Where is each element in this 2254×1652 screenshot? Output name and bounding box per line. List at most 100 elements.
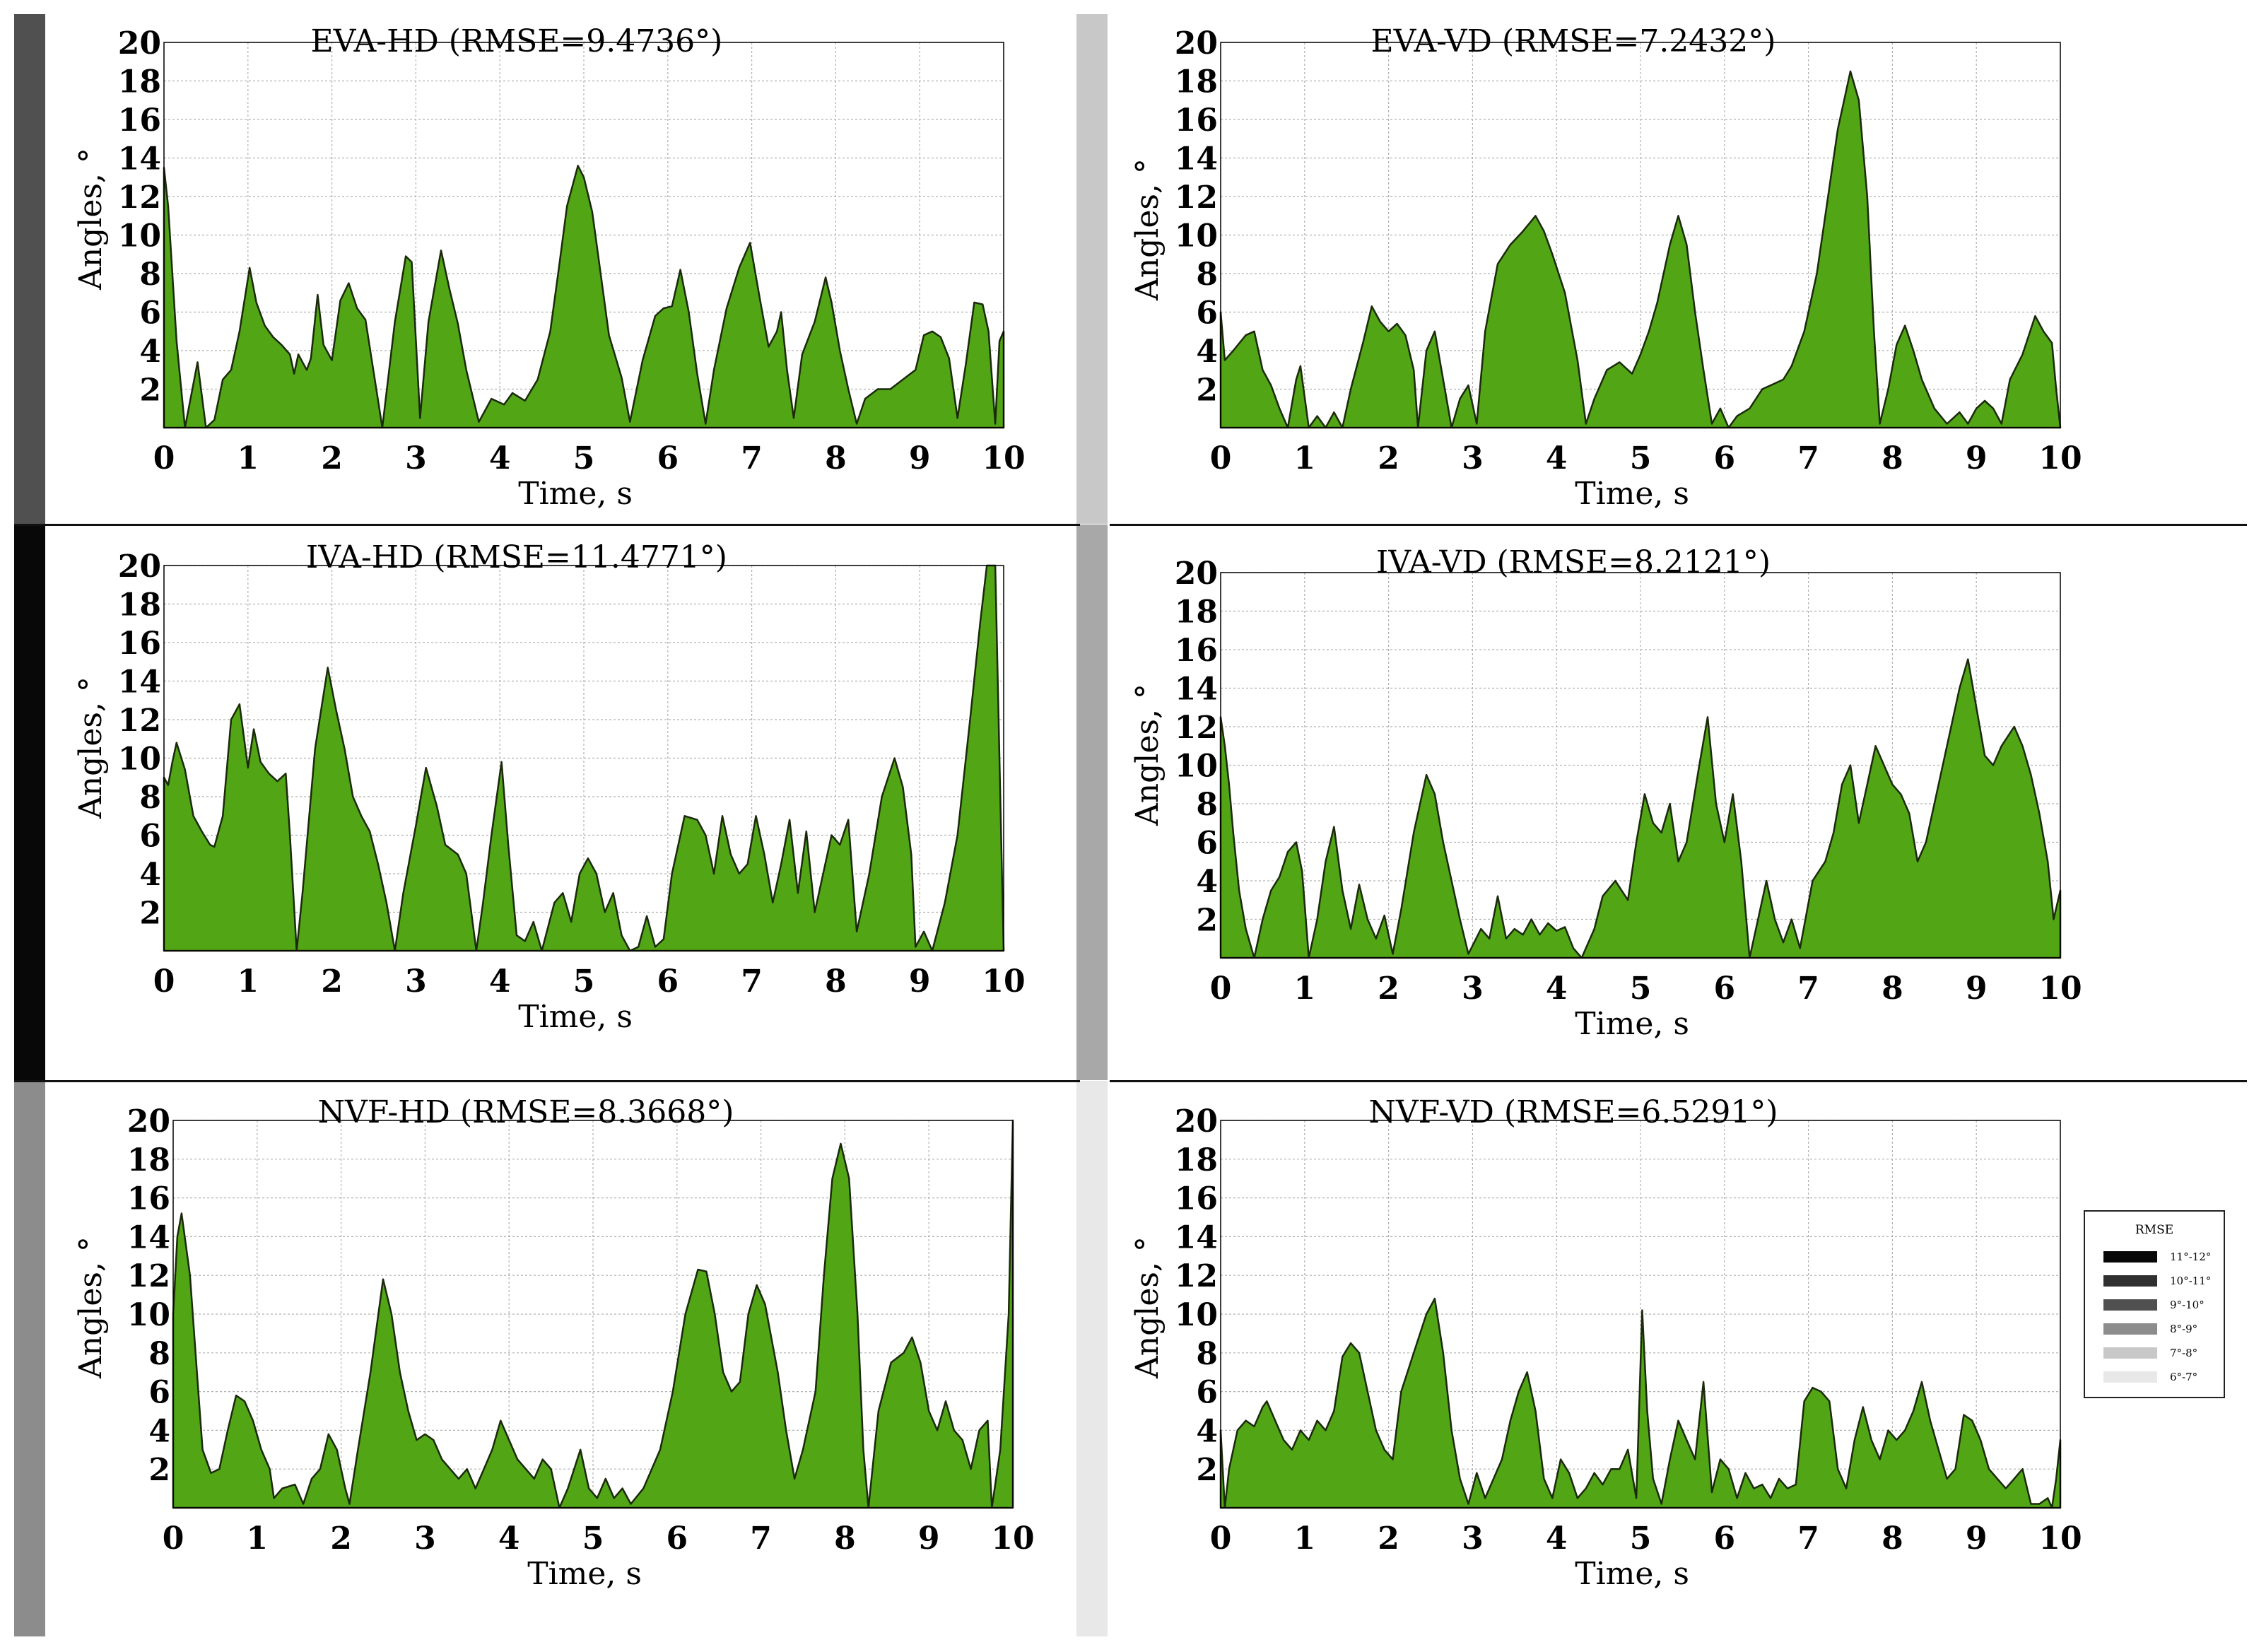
x-tick-label: 2 bbox=[321, 440, 343, 476]
x-tick-label: 6 bbox=[1713, 1521, 1735, 1557]
y-tick-label: 12 bbox=[1175, 710, 1218, 746]
x-tick-label: 9 bbox=[1966, 1521, 1988, 1557]
y-tick-label: 12 bbox=[1175, 1258, 1218, 1294]
y-tick-label: 8 bbox=[1196, 257, 1218, 293]
x-tick-label: 2 bbox=[330, 1521, 352, 1557]
legend-item: 8°-9° bbox=[2103, 1323, 2217, 1339]
legend-swatch bbox=[2103, 1371, 2157, 1383]
y-tick-label: 18 bbox=[1175, 1142, 1218, 1178]
y-tick-label: 12 bbox=[1175, 180, 1218, 216]
y-tick-label: 10 bbox=[127, 1297, 170, 1333]
y-tick-label: 10 bbox=[118, 742, 161, 778]
angle-area-series bbox=[1219, 1297, 2062, 1509]
x-tick-label: 9 bbox=[1966, 971, 1988, 1007]
chart-title: NVF-HD (RMSE=8.3668°) bbox=[317, 1094, 734, 1130]
legend-label: 9°-10° bbox=[2170, 1299, 2205, 1311]
x-tick-label: 10 bbox=[982, 963, 1025, 1000]
chart-title: IVA-HD (RMSE=11.4771°) bbox=[305, 539, 727, 575]
x-tick-label: 2 bbox=[1378, 1521, 1399, 1557]
y-axis-label: Angles, ° bbox=[1129, 1236, 1166, 1378]
x-tick-label: 0 bbox=[163, 1521, 184, 1557]
x-tick-label: 8 bbox=[825, 963, 847, 1000]
x-tick-label: 7 bbox=[750, 1521, 772, 1557]
legend-label: 10°-11° bbox=[2170, 1275, 2212, 1287]
y-tick-label: 16 bbox=[1175, 1181, 1218, 1217]
x-axis-label: Time, s bbox=[527, 1556, 642, 1592]
rmse-legend: RMSE 11°-12° 10°-11° 9°-10° 8°-9° 7°-8° 6°-7° bbox=[2084, 1210, 2225, 1398]
x-tick-label: 9 bbox=[909, 963, 931, 1000]
y-tick-label: 2 bbox=[1196, 373, 1218, 409]
y-tick-label: 18 bbox=[118, 64, 161, 100]
legend-label: 7°-8° bbox=[2170, 1347, 2198, 1359]
legend-swatch bbox=[2103, 1323, 2157, 1335]
y-tick-label: 6 bbox=[139, 819, 161, 855]
y-tick-label: 4 bbox=[148, 1413, 170, 1449]
y-tick-label: 10 bbox=[1175, 1297, 1218, 1333]
y-tick-label: 14 bbox=[118, 664, 161, 701]
x-ticks-nvf-vd: 0 1 2 3 4 5 6 7 8 9 10 bbox=[1210, 1521, 2082, 1557]
x-tick-label: 5 bbox=[1630, 440, 1652, 476]
y-tick-label: 10 bbox=[118, 218, 161, 254]
x-tick-label: 4 bbox=[1546, 1521, 1568, 1557]
y-tick-label: 4 bbox=[1196, 1413, 1218, 1449]
x-tick-label: 9 bbox=[909, 440, 931, 476]
x-tick-label: 8 bbox=[1882, 1521, 1903, 1557]
x-tick-label: 9 bbox=[918, 1521, 940, 1557]
y-tick-label: 14 bbox=[1175, 141, 1218, 177]
x-axis-label: Time, s bbox=[1575, 1006, 1689, 1042]
y-axis-label: Angles, ° bbox=[1129, 158, 1166, 300]
y-tick-label: 8 bbox=[1196, 1336, 1218, 1372]
y-tick-label: 16 bbox=[1175, 102, 1218, 139]
x-tick-label: 7 bbox=[741, 440, 763, 476]
y-tick-label: 12 bbox=[127, 1258, 170, 1294]
y-axis-label: Angles, ° bbox=[1129, 684, 1166, 826]
row-divider bbox=[14, 524, 1080, 526]
x-ticks-nvf-hd: 0 1 2 3 4 5 6 7 8 9 10 bbox=[163, 1521, 1035, 1557]
y-tick-label: 6 bbox=[139, 295, 161, 332]
x-tick-label: 6 bbox=[1713, 440, 1735, 476]
x-tick-label: 2 bbox=[1378, 971, 1399, 1007]
x-tick-label: 10 bbox=[982, 440, 1025, 476]
row-divider bbox=[1110, 524, 2247, 526]
y-tick-label: 12 bbox=[118, 180, 161, 216]
x-tick-label: 3 bbox=[1462, 1521, 1484, 1557]
x-ticks-iva-hd: 0 1 2 3 4 5 6 7 8 9 10 bbox=[153, 963, 1026, 1000]
plot-frame bbox=[172, 1120, 1014, 1509]
y-tick-label: 8 bbox=[1196, 787, 1218, 823]
x-tick-label: 10 bbox=[2038, 1521, 2082, 1557]
x-tick-label: 1 bbox=[237, 963, 259, 1000]
x-tick-label: 2 bbox=[1378, 440, 1399, 476]
legend-item: 11°-12° bbox=[2103, 1251, 2217, 1267]
y-tick-label: 20 bbox=[127, 1103, 170, 1140]
plot-frame bbox=[163, 565, 1004, 951]
angle-area-series bbox=[1219, 658, 2062, 959]
y-tick-label: 2 bbox=[1196, 903, 1218, 939]
y-tick-label: 18 bbox=[1175, 64, 1218, 100]
x-axis-label: Time, s bbox=[518, 476, 633, 512]
legend-swatch bbox=[2103, 1275, 2157, 1287]
x-tick-label: 7 bbox=[1797, 440, 1819, 476]
x-tick-label: 8 bbox=[834, 1521, 856, 1557]
rmse-color-bar-iva-hd bbox=[14, 525, 45, 1080]
legend-item: 9°-10° bbox=[2103, 1299, 2217, 1315]
x-tick-label: 3 bbox=[405, 963, 427, 1000]
legend-title: RMSE bbox=[2135, 1223, 2174, 1237]
x-tick-label: 6 bbox=[666, 1521, 688, 1557]
y-tick-label: 4 bbox=[1196, 334, 1218, 370]
y-tick-label: 8 bbox=[148, 1336, 170, 1372]
legend-swatch bbox=[2103, 1251, 2157, 1263]
y-tick-label: 4 bbox=[139, 334, 161, 370]
y-tick-label: 18 bbox=[1175, 594, 1218, 631]
y-tick-label: 14 bbox=[1175, 1219, 1218, 1255]
y-tick-label: 6 bbox=[1196, 1375, 1218, 1411]
legend-item: 6°-7° bbox=[2103, 1371, 2217, 1387]
y-tick-label: 6 bbox=[1196, 295, 1218, 332]
x-tick-label: 3 bbox=[1462, 971, 1484, 1007]
x-tick-label: 0 bbox=[153, 963, 175, 1000]
x-tick-label: 2 bbox=[321, 963, 343, 1000]
plot-frame bbox=[1220, 42, 2061, 428]
angle-area-series bbox=[163, 564, 1005, 952]
